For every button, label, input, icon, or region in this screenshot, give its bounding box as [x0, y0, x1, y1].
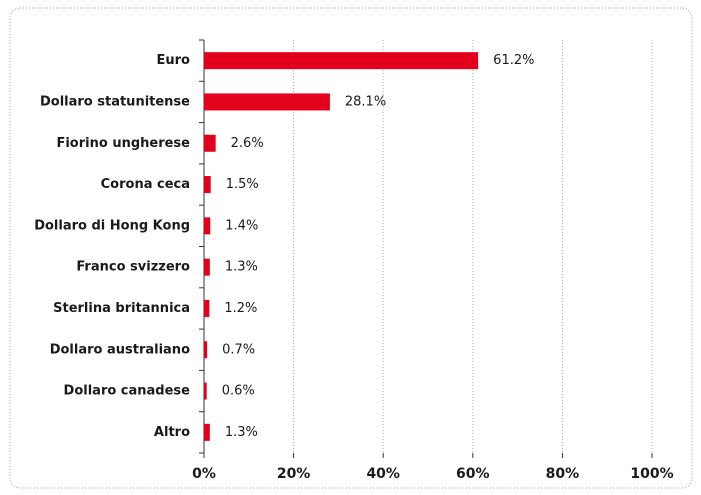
bar	[204, 423, 210, 441]
value-label: 0.6%	[222, 384, 255, 399]
category-label: Sterlina britannica	[53, 301, 190, 316]
value-label: 1.2%	[224, 301, 257, 316]
value-label: 1.3%	[225, 425, 258, 440]
category-label: Corona ceca	[101, 177, 190, 192]
bar	[204, 93, 330, 111]
value-label: 1.5%	[226, 177, 259, 192]
value-label: 1.3%	[225, 260, 258, 275]
bar	[204, 299, 210, 317]
bar	[204, 258, 210, 276]
x-tick-label: 80%	[546, 466, 580, 482]
bar	[204, 134, 216, 152]
x-tick-label: 0%	[192, 466, 216, 482]
x-tick-label: 40%	[366, 466, 400, 482]
category-label: Dollaro di Hong Kong	[34, 218, 190, 233]
category-label: Fiorino ungherese	[56, 136, 190, 151]
frame	[9, 7, 693, 489]
category-label: Dollaro canadese	[64, 384, 191, 399]
category-label: Euro	[157, 53, 191, 68]
bar	[204, 341, 208, 359]
bar	[204, 52, 479, 70]
x-tick-label: 20%	[277, 466, 311, 482]
x-tick-label: 100%	[630, 466, 673, 482]
bar	[204, 217, 211, 235]
value-label: 0.7%	[222, 342, 255, 357]
category-label: Altro	[154, 425, 190, 440]
value-label: 28.1%	[345, 94, 386, 109]
bar	[204, 176, 211, 194]
category-label: Dollaro australiano	[50, 342, 190, 357]
category-label: Dollaro statunitense	[40, 94, 190, 109]
category-label: Franco svizzero	[76, 260, 190, 275]
value-label: 61.2%	[493, 53, 534, 68]
value-label: 1.4%	[225, 218, 258, 233]
x-tick-label: 60%	[456, 466, 490, 482]
value-label: 2.6%	[231, 136, 264, 151]
bar	[204, 382, 207, 400]
